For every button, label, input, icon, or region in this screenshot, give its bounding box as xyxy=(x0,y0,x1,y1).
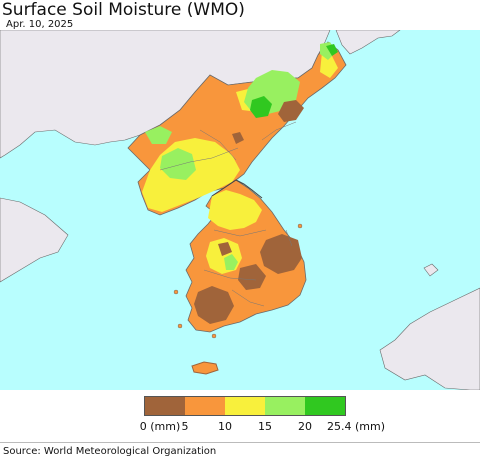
japan-island-small xyxy=(423,263,439,277)
legend-tick-0: 0 (mm) xyxy=(139,420,181,433)
legend-swatch-15-20 xyxy=(265,397,305,415)
sk-yellow-north xyxy=(208,190,262,230)
russia-landmass xyxy=(335,30,401,55)
legend-tick-15: 15 xyxy=(258,420,272,433)
nk-darkgreen-patch xyxy=(250,96,272,118)
shandong-peninsula xyxy=(0,197,69,283)
legend-tick-10: 10 xyxy=(218,420,232,433)
west-island-1 xyxy=(173,289,179,295)
west-island-2 xyxy=(177,323,183,329)
nk-yellow-coast xyxy=(320,52,338,78)
ulleung-island xyxy=(297,223,303,229)
legend-swatch-0-5 xyxy=(145,397,185,415)
legend-colorbar xyxy=(144,396,346,416)
legend-tick-20: 20 xyxy=(298,420,312,433)
soil-moisture-map xyxy=(0,30,480,390)
jeju-island xyxy=(191,361,219,375)
map-title: Surface Soil Moisture (WMO) xyxy=(2,0,245,20)
legend-swatch-5-10 xyxy=(185,397,225,415)
nk-green-northwest xyxy=(145,126,172,144)
sk-brown-west xyxy=(218,242,232,256)
japan-landmass xyxy=(379,287,480,390)
legend-swatch-20-25 xyxy=(305,397,345,415)
legend-tick-25-4: 25.4 (mm) xyxy=(326,420,386,433)
legend-tick-5: 5 xyxy=(181,420,189,433)
nk-green-central xyxy=(160,148,196,180)
sk-brown-southwest xyxy=(194,286,234,324)
legend-swatch-10-15 xyxy=(225,397,265,415)
nk-darkgreen-tip xyxy=(326,44,338,56)
source-credit: Source: World Meteorological Organizatio… xyxy=(3,446,217,457)
nk-brown-small xyxy=(232,132,244,144)
dmz-border xyxy=(211,179,263,199)
province-lines xyxy=(159,121,297,307)
sk-green-patch xyxy=(224,254,238,270)
nk-brown-east xyxy=(278,100,304,122)
south-island-1 xyxy=(211,333,217,339)
footer-bar: Source: World Meteorological Organizatio… xyxy=(0,442,480,461)
sk-brown-southeast xyxy=(238,264,266,290)
map-date: Apr. 10, 2025 xyxy=(6,19,74,30)
